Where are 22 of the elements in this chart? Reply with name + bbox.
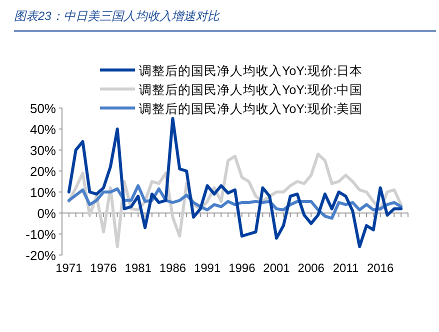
x-tick-label: 1991 — [194, 261, 221, 275]
x-tick-label: 1996 — [228, 261, 256, 275]
x-tick-label: 1971 — [56, 261, 83, 275]
y-tick-label: 30% — [30, 143, 56, 158]
x-tick-label: 2006 — [298, 261, 325, 275]
x-tick-label: 2011 — [332, 261, 359, 275]
legend-label: 调整后的国民净人均收入YoY:现价:中国 — [139, 83, 363, 97]
x-tick-label: 2001 — [263, 261, 290, 275]
x-tick-label: 2016 — [366, 261, 394, 275]
y-tick-label: 20% — [30, 164, 56, 179]
x-tick-label: 1976 — [90, 261, 118, 275]
y-tick-label: 0% — [37, 206, 56, 221]
y-tick-label: 40% — [30, 122, 56, 137]
y-tick-label: 50% — [30, 101, 56, 116]
x-tick-label: 1981 — [124, 261, 152, 275]
legend-label: 调整后的国民净人均收入YoY:现价:美国 — [139, 101, 363, 116]
y-tick-label: -20% — [26, 248, 56, 263]
y-tick-label: -10% — [26, 227, 56, 242]
title: 图表23：中日美三国人均收入增速对比 — [14, 9, 220, 23]
legend-label: 调整后的国民净人均收入YoY:现价:日本 — [139, 64, 363, 78]
y-tick-label: 10% — [30, 185, 56, 200]
x-tick-label: 1986 — [159, 261, 186, 275]
